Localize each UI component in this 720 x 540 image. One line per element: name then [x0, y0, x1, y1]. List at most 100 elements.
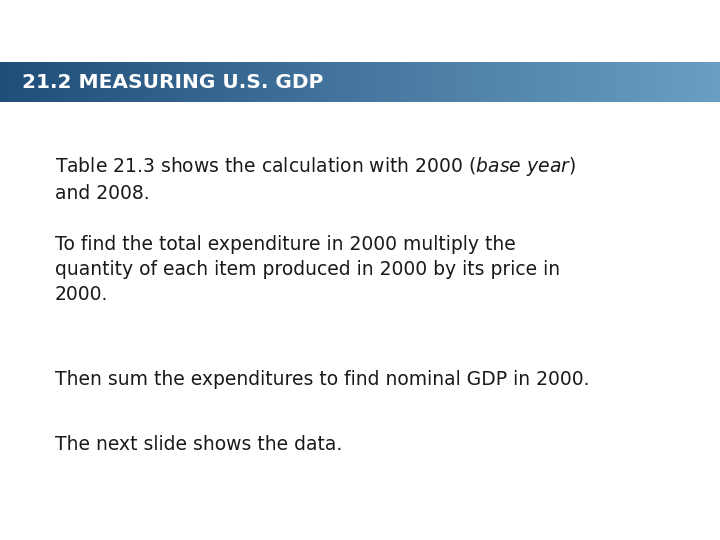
Bar: [223, 62, 227, 102]
Bar: [271, 62, 274, 102]
Bar: [110, 62, 114, 102]
Bar: [502, 62, 505, 102]
Bar: [639, 62, 642, 102]
Text: The next slide shows the data.: The next slide shows the data.: [55, 435, 342, 454]
Bar: [528, 62, 531, 102]
Bar: [384, 62, 387, 102]
Bar: [405, 62, 409, 102]
Bar: [86, 62, 90, 102]
Bar: [454, 62, 457, 102]
Bar: [420, 62, 423, 102]
Bar: [477, 62, 481, 102]
Bar: [614, 62, 618, 102]
Bar: [101, 62, 104, 102]
Bar: [549, 62, 553, 102]
Bar: [202, 62, 205, 102]
Bar: [506, 62, 510, 102]
Bar: [302, 62, 306, 102]
Bar: [343, 62, 346, 102]
Bar: [269, 62, 272, 102]
Bar: [660, 62, 663, 102]
Bar: [89, 62, 92, 102]
Bar: [34, 62, 37, 102]
Bar: [243, 62, 246, 102]
Bar: [372, 62, 375, 102]
Bar: [132, 62, 135, 102]
Bar: [67, 62, 71, 102]
Bar: [684, 62, 688, 102]
Bar: [293, 62, 296, 102]
Bar: [50, 62, 54, 102]
Bar: [108, 62, 112, 102]
Bar: [672, 62, 675, 102]
Bar: [324, 62, 328, 102]
Bar: [423, 62, 426, 102]
Bar: [254, 62, 258, 102]
Bar: [55, 62, 58, 102]
Bar: [99, 62, 102, 102]
Bar: [297, 62, 301, 102]
Bar: [653, 62, 656, 102]
Bar: [19, 62, 22, 102]
Bar: [156, 62, 159, 102]
Bar: [122, 62, 126, 102]
Bar: [125, 62, 128, 102]
Bar: [655, 62, 659, 102]
Bar: [569, 62, 572, 102]
Bar: [81, 62, 85, 102]
Bar: [312, 62, 315, 102]
Bar: [598, 62, 601, 102]
Bar: [574, 62, 577, 102]
Bar: [36, 62, 40, 102]
Bar: [338, 62, 342, 102]
Bar: [197, 62, 200, 102]
Bar: [634, 62, 637, 102]
Bar: [0, 62, 4, 102]
Bar: [619, 62, 623, 102]
Bar: [24, 62, 27, 102]
Bar: [286, 62, 289, 102]
Bar: [235, 62, 238, 102]
Bar: [225, 62, 229, 102]
Bar: [139, 62, 143, 102]
Bar: [182, 62, 186, 102]
Bar: [382, 62, 385, 102]
Bar: [475, 62, 479, 102]
Bar: [463, 62, 467, 102]
Text: Table 21.3 shows the calculation with 2000 ($\it{base\ year}$)
and 2008.: Table 21.3 shows the calculation with 20…: [55, 155, 576, 203]
Bar: [135, 62, 138, 102]
Bar: [310, 62, 313, 102]
Bar: [365, 62, 368, 102]
Bar: [43, 62, 47, 102]
Bar: [22, 62, 25, 102]
Bar: [178, 62, 181, 102]
Bar: [127, 62, 130, 102]
Bar: [408, 62, 411, 102]
Bar: [173, 62, 176, 102]
Bar: [12, 62, 15, 102]
Bar: [499, 62, 503, 102]
Bar: [703, 62, 706, 102]
Bar: [689, 62, 692, 102]
Bar: [439, 62, 443, 102]
Bar: [264, 62, 267, 102]
Bar: [487, 62, 490, 102]
Bar: [72, 62, 76, 102]
Bar: [63, 62, 66, 102]
Bar: [362, 62, 366, 102]
Bar: [322, 62, 325, 102]
Bar: [209, 62, 212, 102]
Bar: [252, 62, 256, 102]
Bar: [331, 62, 335, 102]
Bar: [348, 62, 351, 102]
Bar: [545, 62, 548, 102]
Bar: [166, 62, 169, 102]
Bar: [130, 62, 133, 102]
Bar: [163, 62, 166, 102]
Bar: [542, 62, 546, 102]
Bar: [247, 62, 251, 102]
Bar: [151, 62, 155, 102]
Bar: [5, 62, 8, 102]
Bar: [106, 62, 109, 102]
Bar: [360, 62, 364, 102]
